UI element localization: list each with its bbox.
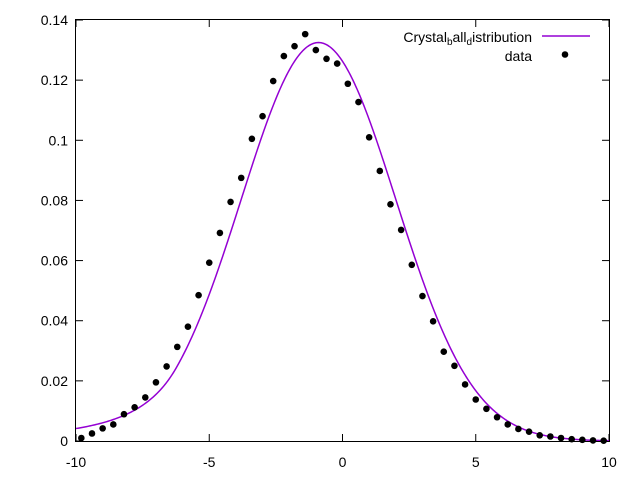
data-point	[195, 291, 202, 299]
data-point	[493, 413, 501, 421]
data-point	[461, 381, 469, 388]
data-points	[78, 30, 607, 444]
data-point	[429, 318, 437, 325]
y-tick-label: 0.14	[41, 12, 68, 28]
axis-ticks	[75, 19, 610, 442]
data-point	[376, 167, 384, 175]
data-point	[333, 60, 341, 67]
data-point	[440, 348, 448, 355]
legend-data-swatch	[561, 51, 569, 58]
data-point	[451, 362, 458, 370]
x-tick-label: 0	[339, 454, 347, 470]
y-tick-label: 0.06	[41, 253, 68, 269]
data-point	[365, 133, 373, 141]
data-point	[408, 261, 416, 269]
y-tick-label: 0.1	[49, 132, 69, 148]
data-point	[344, 80, 352, 88]
y-tick-label: 0.12	[41, 72, 68, 88]
data-point	[216, 229, 224, 237]
legend-data-label: data	[505, 48, 532, 64]
data-point	[579, 436, 586, 444]
y-tick-label: 0.02	[41, 373, 68, 389]
data-point	[504, 421, 512, 428]
data-point	[419, 292, 426, 300]
data-point	[237, 174, 245, 182]
data-point	[568, 435, 575, 443]
data-point	[141, 394, 149, 401]
x-tick-label: 5	[472, 454, 480, 470]
data-point	[131, 404, 138, 411]
data-point	[184, 323, 192, 331]
legend-subscript: b	[447, 37, 453, 48]
data-point	[88, 430, 96, 437]
data-point	[99, 425, 106, 432]
data-point	[515, 425, 522, 433]
plot-frame	[75, 19, 610, 442]
data-point	[173, 343, 181, 351]
data-point	[280, 52, 288, 60]
axis-tick-labels: -10 -5 0 5 10 0 0.02 0.04 0.06 0.08 0.1 0.12 0.14	[41, 12, 617, 470]
data-point	[227, 198, 234, 206]
y-tick-label: 0.08	[41, 192, 68, 208]
legend-text-part: Crystal	[403, 29, 447, 45]
legend-subscript: d	[467, 37, 473, 48]
data-point	[525, 428, 533, 435]
legend-text-part: all	[453, 29, 467, 45]
x-tick-label: -10	[66, 454, 86, 470]
data-point	[248, 135, 256, 143]
data-point	[120, 410, 128, 418]
x-tick-label: -5	[203, 454, 216, 470]
data-point	[355, 98, 362, 106]
data-point	[589, 437, 597, 444]
y-tick-label: 0.04	[41, 313, 68, 329]
data-point	[110, 421, 117, 428]
y-tick-label: 0	[60, 433, 68, 449]
plot-area	[76, 30, 609, 444]
data-point	[152, 379, 160, 386]
data-point	[205, 259, 213, 266]
data-point	[536, 431, 544, 439]
data-point	[600, 437, 607, 444]
data-point	[269, 77, 277, 85]
data-point	[547, 433, 554, 440]
data-point	[387, 201, 394, 208]
data-point	[163, 363, 170, 370]
data-point	[301, 30, 309, 38]
data-point	[291, 42, 298, 50]
legend-fit-label: Crystalballdistribution	[403, 29, 532, 48]
data-point	[483, 405, 490, 413]
legend-text-part: istribution	[472, 29, 532, 45]
data-point	[557, 434, 565, 442]
data-point	[397, 226, 405, 234]
data-point	[472, 396, 480, 403]
data-point	[78, 434, 85, 442]
legend: Crystalballdistribution data	[403, 29, 590, 64]
data-point	[323, 55, 330, 63]
x-tick-label: 10	[601, 454, 617, 470]
data-point	[259, 112, 266, 120]
data-point	[312, 46, 320, 54]
